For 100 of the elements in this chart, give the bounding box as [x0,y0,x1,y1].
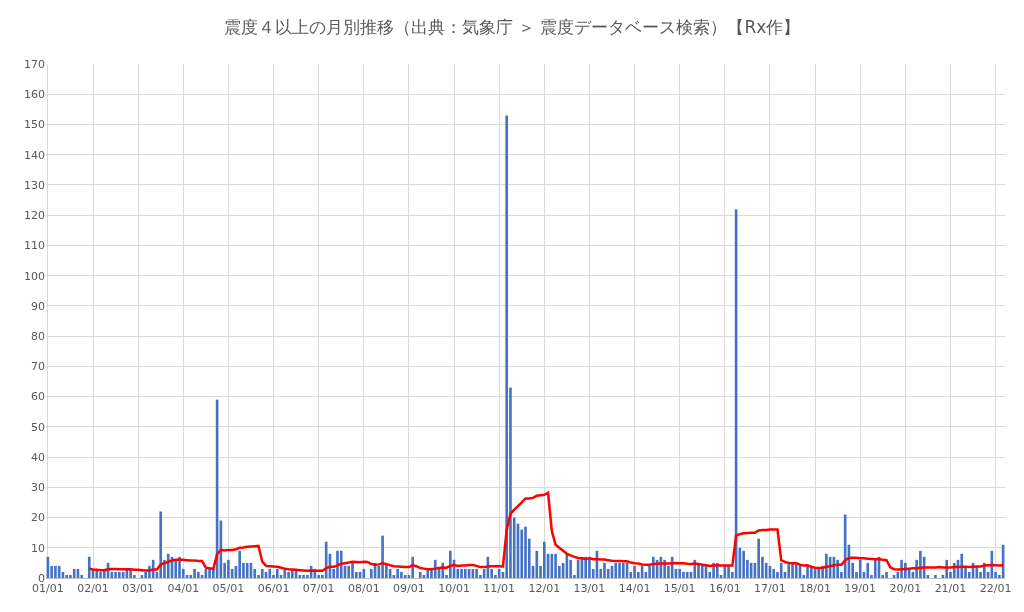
bar [339,550,343,578]
x-tick-label: 07/01 [302,582,335,596]
x-tick-label: 16/01 [708,582,741,596]
y-tick-label: 40 [31,450,45,464]
bar [114,571,117,578]
bar [858,559,862,578]
bar [700,565,704,578]
x-tick-label: 12/01 [528,582,561,596]
y-tick-label: 20 [31,511,45,525]
bar [772,568,776,578]
x-tick-label: 15/01 [663,582,696,596]
x-tick-label: 19/01 [844,582,877,596]
x-tick-label: 08/01 [347,582,380,596]
bar [193,568,196,578]
x-tick-label: 03/01 [122,582,154,596]
x-tick-label: 04/01 [167,582,200,596]
bar [283,568,287,578]
bar [448,550,452,578]
bar [178,556,181,578]
x-tick-label: 20/01 [889,582,922,596]
bar [260,568,264,578]
y-tick-label: 50 [31,420,45,434]
y-tick-label: 10 [31,541,45,555]
y-tick-label: 100 [24,269,45,283]
bar [618,562,621,578]
bar [757,538,760,578]
bar [524,526,527,578]
y-tick-label: 30 [31,481,45,495]
bar [825,553,828,578]
y-tick-label: 110 [24,239,45,253]
x-tick-label: 02/01 [77,582,109,596]
x-tick-label: 18/01 [799,582,831,596]
y-tick-label: 130 [24,178,45,192]
bar [934,574,937,578]
bar [227,559,230,578]
x-tick-label: 11/01 [483,582,516,596]
bar [275,568,279,578]
y-tick-label: 120 [24,209,45,223]
y-tick-label: 160 [24,88,45,102]
y-tick-label: 0 [38,571,45,585]
bar [87,556,91,578]
line-series [88,491,1005,572]
bar [685,571,689,578]
bar [535,550,539,578]
x-tick-label: 01/01 [32,582,64,596]
bar [54,565,57,578]
bar [418,571,422,578]
bar [118,571,121,578]
bar [362,568,366,578]
x-tick-label: 10/01 [438,582,470,596]
bar [652,556,655,578]
bar [727,565,730,578]
bar [133,574,136,578]
bar [208,568,211,578]
bar [873,559,877,578]
x-tick-label: 17/01 [754,582,786,596]
bar [779,562,783,578]
bar [347,565,351,578]
bar [336,550,339,578]
y-tick-label: 140 [24,148,45,162]
bar [268,568,272,578]
bar [302,574,305,578]
bar [238,550,241,578]
x-tick-label: 22/01 [979,582,1012,596]
x-tick-label: 05/01 [212,582,245,596]
y-tick-label: 170 [24,57,45,71]
bar [369,568,373,578]
bar [381,535,384,578]
bar [787,562,791,578]
bar [460,568,463,578]
bar [426,568,430,578]
bar [633,565,636,578]
bar [400,571,403,578]
bar [919,550,922,578]
bar [505,115,509,578]
bar [621,562,625,578]
bar [678,568,682,578]
bar [682,571,685,578]
bar [197,571,200,578]
bar [791,562,794,578]
x-tick-label: 06/01 [257,582,290,596]
y-tick-label: 90 [31,299,45,313]
bar [174,559,178,578]
x-tick-label: 21/01 [934,582,967,596]
x-tick-label: 14/01 [618,582,651,596]
bar [99,571,102,578]
x-tick-label: 13/01 [573,582,606,596]
bar [542,541,546,578]
bar [72,568,76,578]
bar [554,553,557,578]
bar [475,568,478,578]
bar [287,571,290,578]
bar [351,562,354,578]
y-tick-label: 60 [31,390,45,404]
bar [317,574,320,578]
bar [614,562,618,578]
bar [464,568,467,578]
chart-title: 震度４以上の月別推移（出典：気象庁 ＞ 震度データベース検索）【Rx作】 [223,17,801,38]
y-tick-label: 150 [24,118,45,132]
bar [65,574,68,578]
